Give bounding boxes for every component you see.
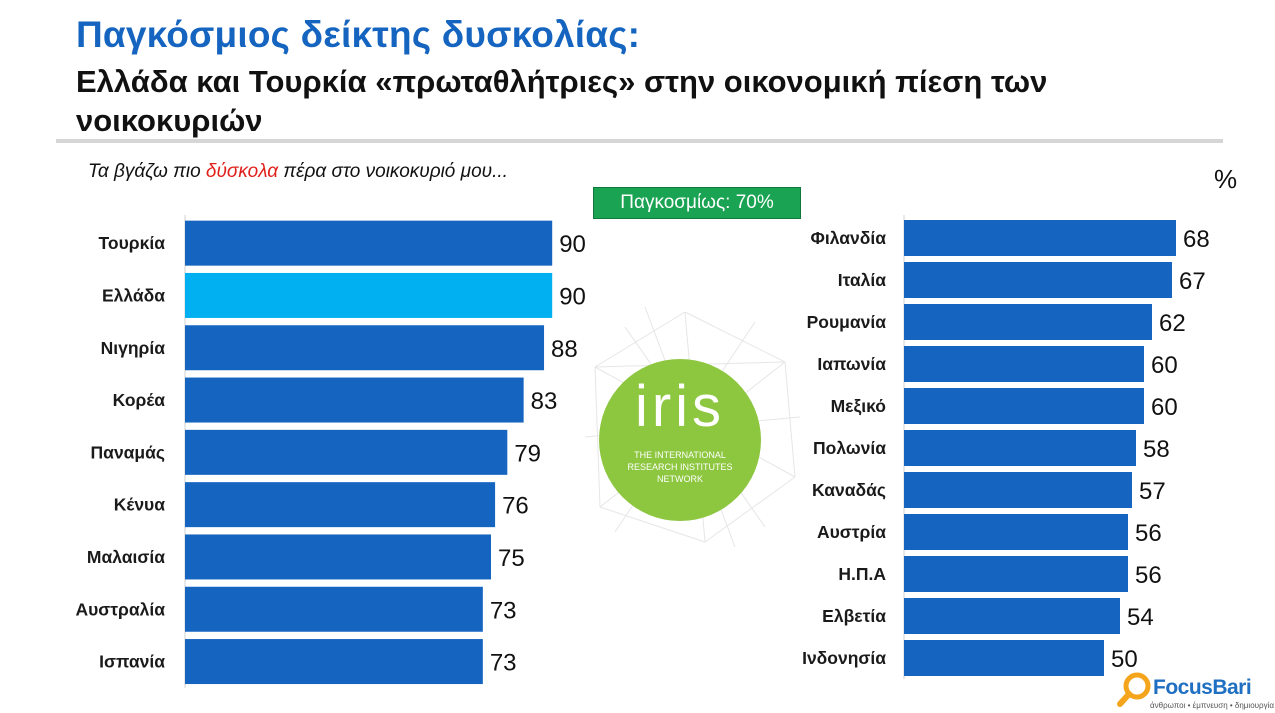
right-value-label-5: 58 [1143,436,1170,463]
left-category-label-4: Παναμάς [91,442,165,462]
right-value-label-8: 56 [1135,562,1162,589]
left-value-label-8: 73 [490,650,517,677]
left-value-label-1: 90 [559,283,586,310]
right-bar-10 [904,640,1104,676]
right-bar-6 [904,472,1132,508]
survey-question: Τα βγάζω πιο δύσκολα πέρα στο νοικοκυριό… [88,161,508,183]
right-bar-0 [904,220,1176,256]
question-text-end: πέρα στο νοικοκυριό μου... [278,161,508,182]
right-value-label-7: 56 [1135,520,1162,547]
right-category-label-2: Ρουμανία [807,312,887,332]
right-category-label-10: Ινδονησία [802,648,886,668]
right-value-label-4: 60 [1151,394,1178,421]
brand-tagline: άνθρωποι • έμπνευση • δημιουργία [1150,701,1274,710]
right-category-label-5: Πολωνία [813,438,886,458]
right-value-label-3: 60 [1151,352,1178,379]
right-value-label-6: 57 [1139,478,1166,505]
left-category-label-1: Ελλάδα [102,285,165,305]
left-bar-1 [185,272,553,318]
right-category-label-0: Φιλανδία [811,228,887,248]
left-value-label-3: 83 [531,388,558,415]
left-value-label-2: 88 [551,336,578,363]
right-bar-4 [904,388,1144,424]
left-bar-6 [185,534,491,580]
left-bar-8 [185,639,483,685]
left-value-label-4: 79 [514,440,541,467]
right-value-label-2: 62 [1159,310,1186,337]
iris-caption-line3: NETWORK [657,474,703,484]
left-bar-7 [185,586,483,632]
question-text-start: Τα βγάζω πιο [88,161,206,182]
left-category-label-2: Νιγηρία [101,338,166,358]
left-category-label-6: Μαλαισία [87,547,165,567]
left-category-label-8: Ισπανία [99,652,165,672]
iris-caption-line2: RESEARCH INSTITUTES [627,462,733,472]
left-value-label-0: 90 [559,231,586,258]
right-category-label-3: Ιαπωνία [817,354,886,374]
unit-label: % [1214,164,1238,194]
question-highlight: δύσκολα [205,161,279,182]
title-divider [56,139,1223,143]
right-bar-5 [904,430,1136,466]
left-bar-4 [185,429,508,475]
brand-name: FocusBari [1153,676,1252,699]
left-bar-5 [185,482,496,528]
left-value-label-6: 75 [498,545,525,572]
left-category-label-7: Αυστραλία [75,599,165,619]
left-bar-0 [185,220,553,266]
left-category-label-0: Τουρκία [99,233,166,253]
right-value-label-9: 54 [1127,604,1154,631]
focusbari-logo: FocusBari άνθρωποι • έμπνευση • δημιουργ… [1115,668,1275,713]
right-value-label-10: 50 [1111,646,1138,673]
magnifier-icon [1117,672,1151,707]
right-bar-3 [904,346,1144,382]
right-bar-8 [904,556,1128,592]
iris-wordmark: iris [634,374,726,439]
right-bar-9 [904,598,1120,634]
left-bar-2 [185,325,545,371]
iris-caption-line1: THE INTERNATIONAL [634,450,726,460]
left-value-label-5: 76 [502,493,529,520]
iris-caption: THE INTERNATIONAL RESEARCH INSTITUTES NE… [585,449,775,485]
right-value-label-0: 68 [1183,226,1210,253]
right-bar-1 [904,262,1172,298]
left-bar-3 [185,377,524,423]
right-bar-7 [904,514,1128,550]
left-value-label-7: 73 [490,597,517,624]
right-category-label-6: Καναδάς [812,480,886,500]
right-category-label-7: Αυστρία [817,522,886,542]
left-category-label-5: Κένυα [114,495,165,515]
global-average-badge: Παγκοσμίως: 70% [593,187,801,219]
right-category-label-8: Η.Π.Α [838,564,886,584]
right-category-label-4: Μεξικό [831,396,886,417]
logo-circle [599,359,761,521]
iris-logo: iris THE INTERNATIONAL RESEARCH INSTITUT… [584,306,801,548]
right-category-label-1: Ιταλία [838,270,887,290]
right-value-label-1: 67 [1179,268,1206,295]
left-category-label-3: Κορέα [113,390,166,410]
page-title: Παγκόσμιος δείκτης δυσκολίας: [76,14,641,55]
right-bar-2 [904,304,1152,340]
page-subtitle: Ελλάδα και Τουρκία «πρωταθλήτριες» στην … [76,64,1048,138]
right-category-label-9: Ελβετία [822,606,886,626]
